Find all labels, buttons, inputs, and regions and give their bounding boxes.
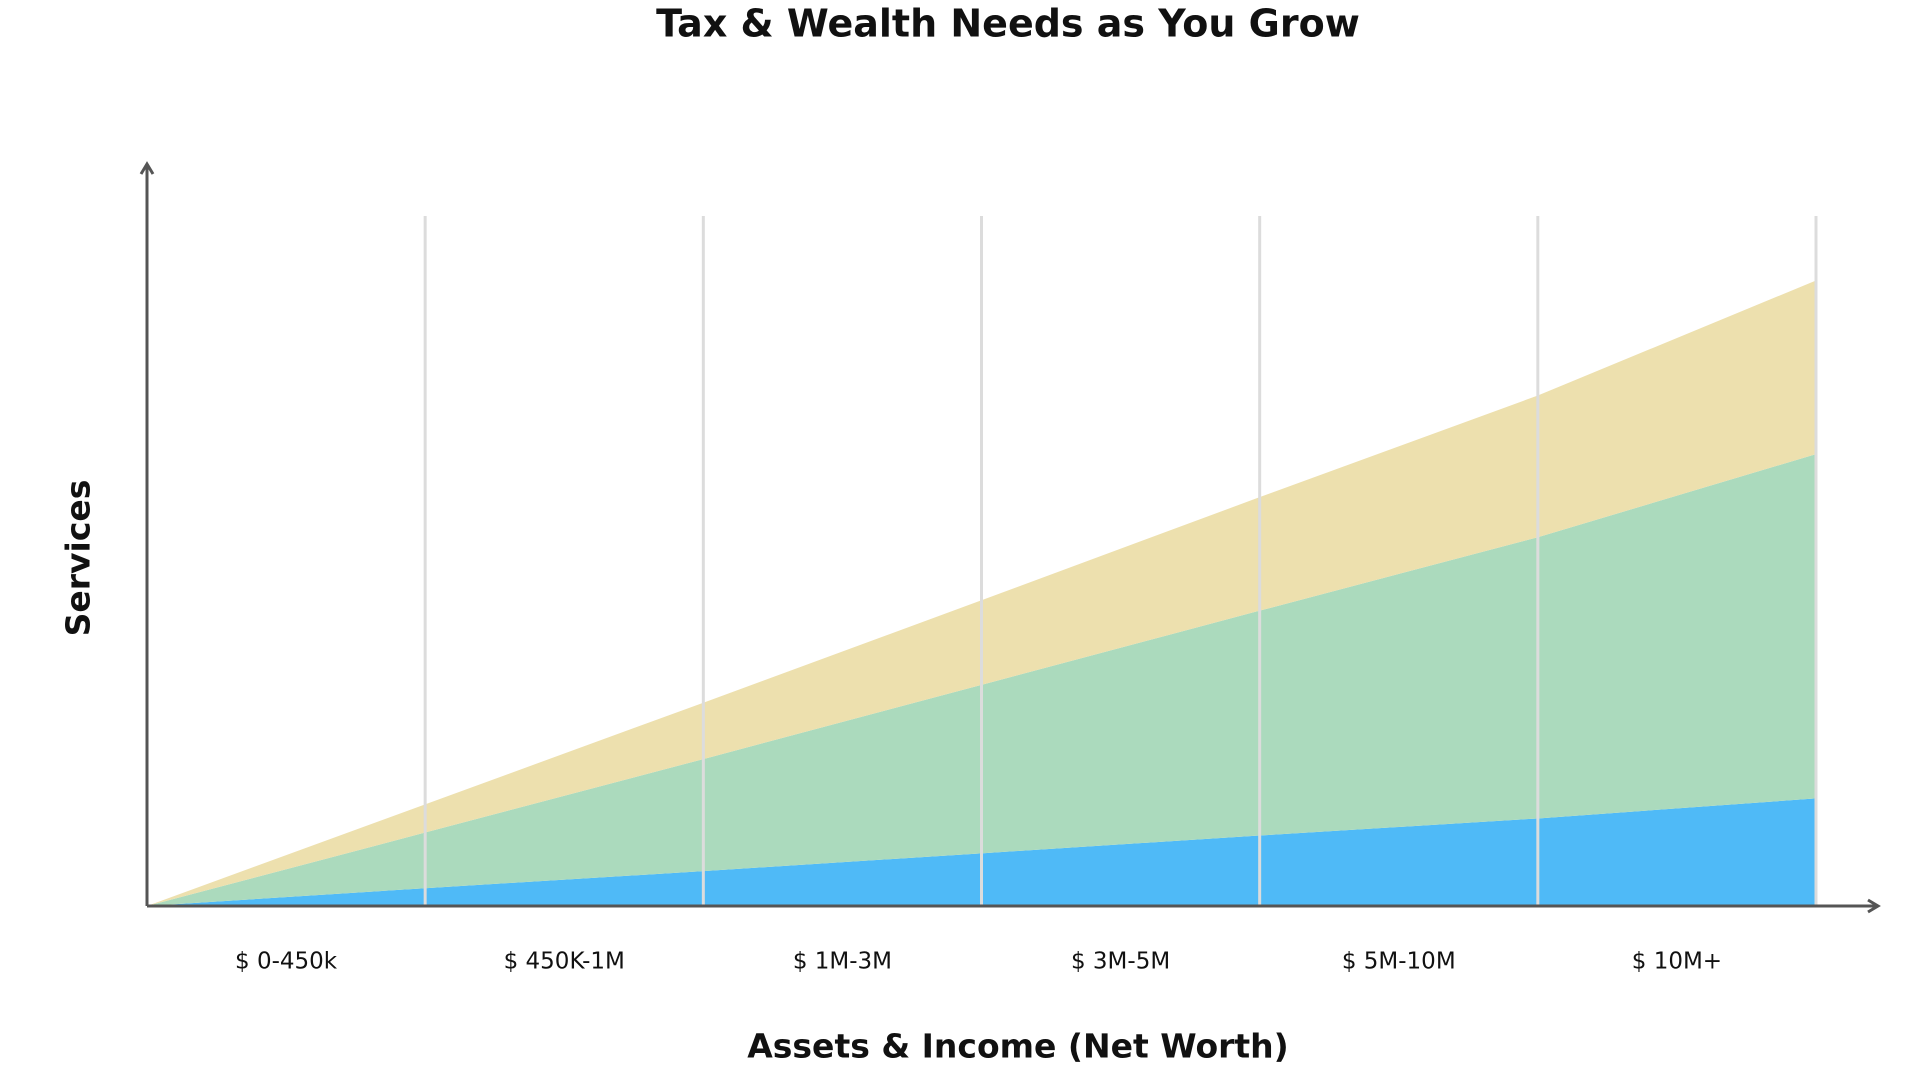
x-tick-label: $ 1M-3M (793, 949, 892, 975)
area (147, 798, 1816, 906)
area (147, 454, 1816, 906)
y-axis-arrow (139, 161, 155, 175)
x-tick-label: $ 3M-5M (1071, 949, 1170, 975)
x-axis-arrow (1867, 898, 1881, 914)
y-axis-label: Services (59, 480, 98, 637)
x-tick-label: $ 450K-1M (504, 949, 625, 975)
x-axis-label: Assets & Income (Net Worth) (747, 1027, 1289, 1066)
chart-title: Tax & Wealth Needs as You Grow (656, 2, 1360, 46)
x-tick-label: $ 5M-10M (1342, 949, 1456, 975)
x-tick-label: $ 0-450k (235, 949, 338, 975)
x-tick-label: $ 10M+ (1632, 949, 1722, 975)
